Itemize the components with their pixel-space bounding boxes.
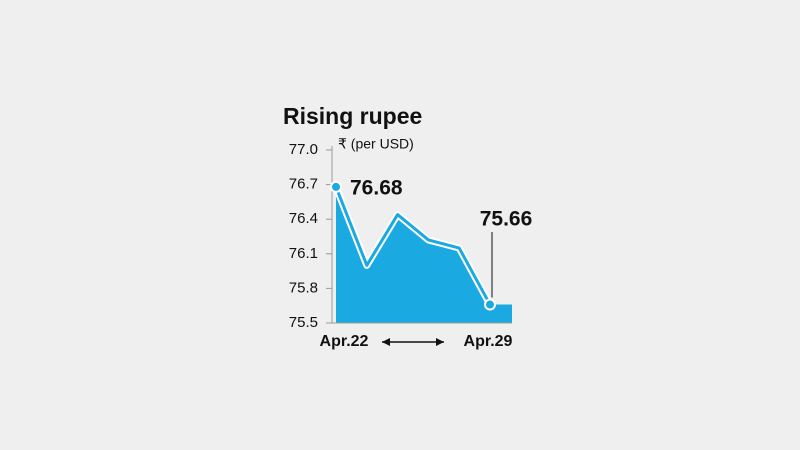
y-tick-label: 76.1: [289, 245, 318, 262]
y-tick-label: 76.4: [289, 210, 318, 227]
point: [330, 180, 342, 193]
point: [484, 298, 496, 311]
area: [336, 186, 512, 323]
x-tick-label: Apr.22: [320, 333, 369, 350]
y-tick-label: 75.8: [289, 279, 318, 296]
chart-title: Rising rupee: [283, 103, 422, 129]
value-label: 76.68: [350, 176, 403, 199]
y-tick-label: 75.5: [289, 314, 318, 331]
value-label: 75.66: [480, 208, 533, 231]
chart-subtitle: ₹ (per USD): [338, 136, 414, 152]
y-tick-label: 76.7: [289, 176, 318, 193]
x-tick-label: Apr.29: [464, 333, 513, 350]
y-tick-label: 77.0: [289, 141, 318, 158]
line: [334, 186, 492, 306]
